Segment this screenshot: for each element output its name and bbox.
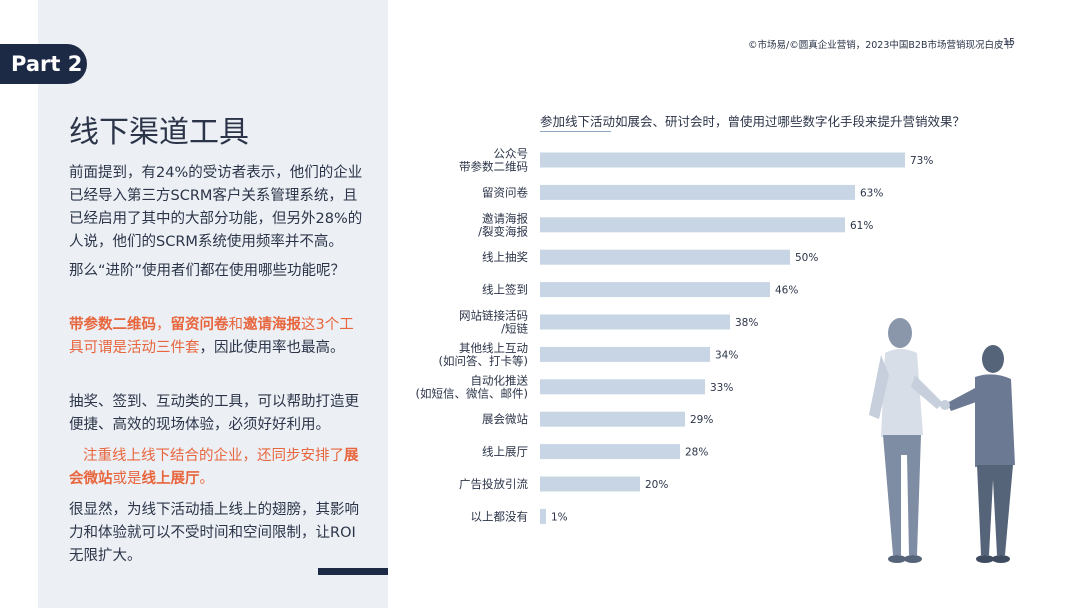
category-label: 公众号 [494, 147, 529, 161]
bar [540, 508, 546, 524]
bar [540, 152, 905, 168]
chart-title: 参加线下活动如展会、研讨会时，曾使用过哪些数字化手段来提升营销效果？ [540, 114, 966, 129]
value-label: 29% [690, 414, 713, 426]
bar [540, 282, 770, 298]
value-label: 20% [645, 479, 668, 491]
source-citation: ©市场易/©圆真企业营销，2023中国B2B市场营销现况白皮书 [748, 40, 1013, 51]
chart-title-underline [540, 131, 611, 132]
category-label: 展会微站 [482, 412, 528, 426]
value-label: 73% [910, 155, 933, 167]
value-label: 1% [551, 511, 568, 523]
text-combine: 注重线上线下结合的企业，还同步安排了 [83, 448, 344, 464]
decorative-bar [318, 568, 388, 575]
category-label: 广告投放引流 [459, 477, 528, 491]
category-label: /短链 [501, 322, 528, 336]
category-label: (如短信、微信、邮件) [416, 386, 528, 400]
bar [540, 217, 845, 233]
category-label: 带参数二维码 [459, 160, 528, 174]
bar [540, 249, 790, 265]
bar [540, 314, 730, 330]
highlight-poster: 邀请海报 [243, 317, 301, 333]
handshake-illustration [869, 318, 1015, 563]
category-label: 线上展厅 [482, 445, 528, 459]
paragraph-4: 抽奖、签到、互动类的工具，可以帮助打造更便捷、高效的现场体验，必须好好利用。 [69, 394, 359, 433]
value-label: 28% [685, 447, 708, 459]
category-label: 线上签到 [482, 283, 528, 297]
text-sep-2: 和 [228, 317, 244, 333]
value-label: 33% [710, 382, 733, 394]
part-tab: Part 2 [0, 44, 87, 84]
highlight-microsite: 展会微站 [69, 448, 359, 487]
category-label: 自动化推送 [471, 373, 529, 387]
bar [540, 346, 710, 362]
bar [540, 476, 640, 492]
value-label: 38% [735, 317, 758, 329]
paragraph-6: 很显然，为线下活动插上线上的翅膀，其影响力和体验就可以不受时间和空间限制，让RO… [69, 502, 359, 564]
text-rest: ，因此使用率也最高。 [199, 340, 345, 356]
bar [540, 184, 855, 200]
page-title: 线下渠道工具 [69, 115, 249, 150]
highlight-qrcode: 带参数二维码 [69, 317, 156, 333]
text-or: 或是 [112, 471, 142, 487]
bar [540, 379, 705, 395]
value-label: 61% [850, 220, 873, 232]
paragraph-3: 带参数二维码，留资问卷和邀请海报这3个工具可谓是活动三件套，因此使用率也最高。 [69, 314, 363, 360]
page-number: 15 [1003, 37, 1016, 48]
category-label: /裂变海报 [478, 224, 528, 238]
category-label: (如问答、打卡等) [439, 354, 528, 368]
left-panel [38, 0, 388, 608]
category-label: 以上都没有 [471, 509, 529, 523]
category-label: 网站链接活码 [459, 309, 528, 323]
paragraph-5: 注重线上线下结合的企业，还同步安排了展会微站或是线上展厅。 [69, 445, 363, 491]
text-trio: 这3个工具可谓是活动三件套 [69, 317, 354, 356]
text-end: 。 [199, 471, 215, 487]
bar [540, 444, 680, 460]
highlight-survey: 留资问卷 [170, 317, 229, 333]
category-label: 其他线上互动 [459, 341, 528, 355]
value-label: 50% [795, 252, 818, 264]
highlight-online-hall: 线上展厅 [141, 471, 200, 487]
paragraph-2: 那么“进阶”使用者们都在使用哪些功能呢？ [69, 263, 346, 279]
category-label: 留资问卷 [482, 185, 528, 199]
value-label: 46% [775, 285, 798, 297]
bar [540, 411, 685, 427]
text-sep-1: ， [156, 317, 171, 333]
category-label: 邀请海报 [482, 211, 528, 225]
value-label: 34% [715, 349, 738, 361]
value-label: 63% [860, 187, 883, 199]
paragraph-1: 前面提到，有24%的受访者表示，他们的企业已经导入第三方SCRM客户关系管理系统… [69, 165, 363, 250]
category-label: 线上抽奖 [482, 250, 528, 264]
